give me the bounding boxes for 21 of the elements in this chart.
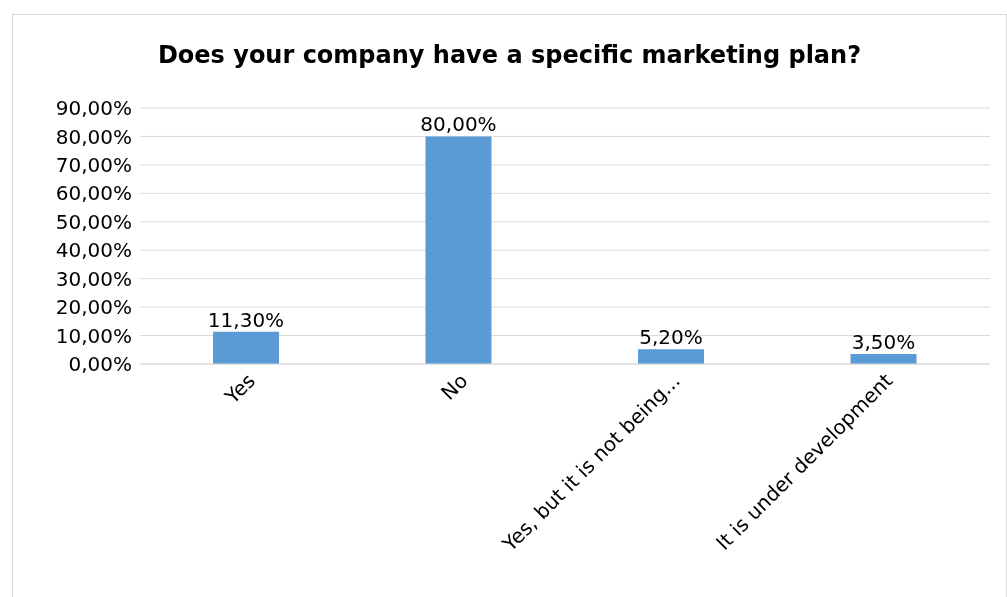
y-tick-label: 0,00% — [68, 352, 132, 377]
x-tick-label: Yes — [219, 368, 260, 410]
bar — [213, 331, 279, 364]
y-tick-label: 90,00% — [55, 96, 132, 121]
y-tick-label: 40,00% — [55, 238, 132, 263]
y-tick-label: 80,00% — [55, 124, 132, 149]
data-label: 5,20% — [639, 325, 703, 350]
x-tick-label: No — [436, 368, 473, 405]
data-label: 80,00% — [420, 112, 497, 137]
bar — [425, 136, 492, 364]
bar — [850, 354, 917, 364]
chart-title: Does your company have a specific marketing plan? — [156, 40, 863, 71]
y-tick-label: 70,00% — [55, 152, 132, 177]
y-tick-label: 50,00% — [55, 209, 132, 234]
data-label: 3,50% — [851, 330, 916, 355]
y-tick-label: 20,00% — [55, 295, 132, 320]
bar — [638, 349, 704, 364]
data-label: 11,30% — [207, 307, 285, 332]
y-tick-label: 60,00% — [55, 181, 132, 206]
y-tick-label: 30,00% — [55, 266, 132, 291]
y-tick-label: 10,00% — [55, 323, 132, 348]
